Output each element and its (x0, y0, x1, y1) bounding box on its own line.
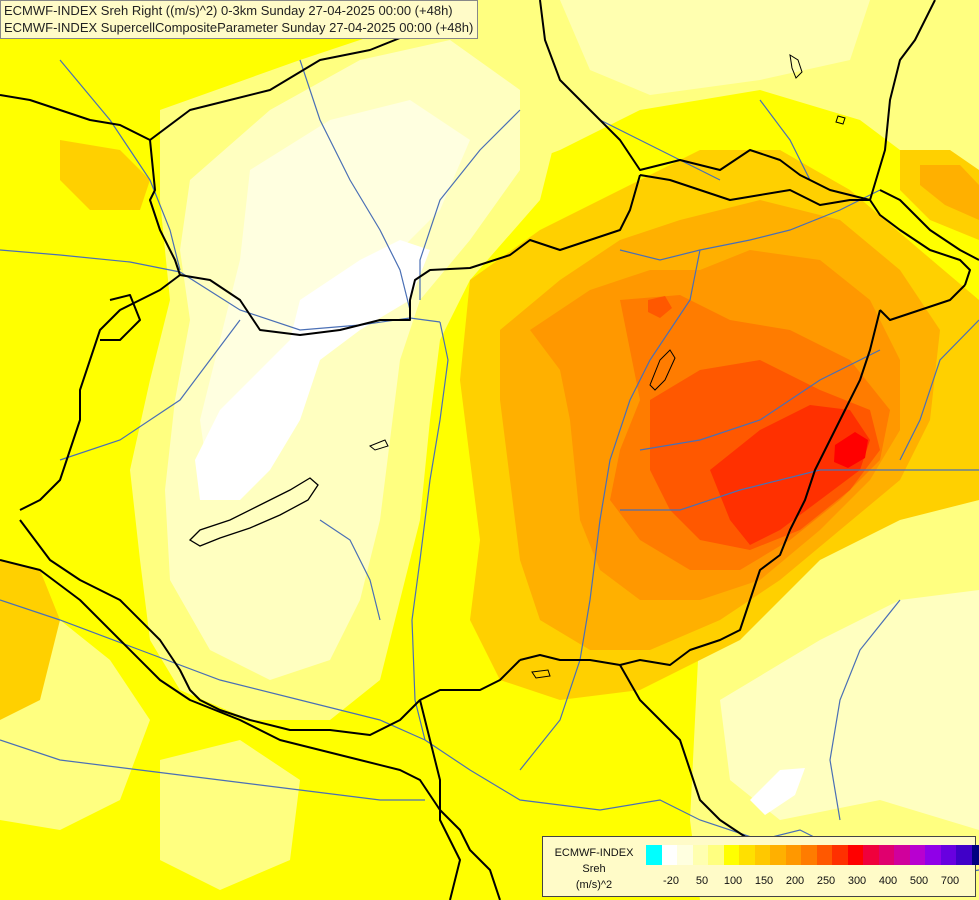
legend-tick-label: 100 (723, 875, 743, 887)
legend-swatch (723, 845, 739, 865)
legend-label-line-3: (m/s)^2 (575, 879, 613, 891)
legend-tick-label: 250 (816, 875, 836, 887)
legend-swatch (894, 845, 910, 865)
border-ukraine-north (869, 0, 936, 201)
lake-balaton (188, 477, 319, 547)
title-line-1: ECMWF-INDEX Sreh Right ((m/s)^2) 0-3km S… (4, 3, 453, 18)
legend-swatch (847, 845, 863, 865)
legend-swatch (708, 845, 724, 865)
legend-swatch (878, 845, 894, 865)
border-romania-ukraine-east (519, 309, 881, 666)
legend-swatch (925, 845, 941, 865)
border-hungary-romania (639, 174, 971, 286)
river-upper-tisza (619, 189, 881, 261)
legend-label-line-1: ECMWF-INDEX (554, 847, 634, 859)
legend-tick-label: 200 (785, 875, 805, 887)
legend-label-line-2: Sreh (582, 863, 606, 875)
lake-small-2 (649, 349, 676, 391)
border-west-small (100, 294, 141, 341)
legend-swatch (770, 845, 786, 865)
field-orange-ne (920, 165, 979, 220)
river-sio (319, 519, 381, 621)
legend-swatch (832, 845, 848, 865)
legend-swatch (956, 845, 972, 865)
river-olt (829, 599, 901, 821)
legend-swatch (692, 845, 708, 865)
legend-swatch (785, 845, 801, 865)
lake-small-5 (835, 115, 846, 125)
legend-swatch (661, 845, 677, 865)
legend-swatches (646, 845, 979, 865)
border-austria-hungary (19, 274, 181, 511)
map-title-box: ECMWF-INDEX Sreh Right ((m/s)^2) 0-3km S… (0, 0, 479, 39)
color-legend: ECMWF-INDEX Sreh (m/s)^2 -20 50 100 150 200 2… (542, 836, 979, 897)
lake-small-1 (369, 439, 389, 451)
river-siret (899, 319, 979, 461)
legend-swatch (754, 845, 770, 865)
legend-swatch (909, 845, 925, 865)
field-red-core (834, 432, 868, 468)
legend-label: ECMWF-INDEX Sreh (m/s)^2 (548, 845, 640, 893)
border-serbia-romania (619, 664, 781, 851)
legend-swatch (801, 845, 817, 865)
river-tisza (519, 249, 701, 771)
legend-swatch (646, 845, 662, 865)
border-hungary-serbia (19, 519, 521, 736)
field-amber-w (60, 140, 150, 210)
lake-small-4 (531, 669, 551, 679)
legend-tick-label: 700 (940, 875, 960, 887)
legend-ticks: -20 50 100 150 200 250 300 400 500 700 (646, 875, 971, 889)
legend-swatch (739, 845, 755, 865)
legend-swatch (816, 845, 832, 865)
legend-tick-label: 300 (847, 875, 867, 887)
field-red-spot-nw (648, 296, 672, 318)
border-moldova (879, 189, 979, 261)
legend-tick-label: 500 (909, 875, 929, 887)
border-croatia-bosnia (0, 559, 501, 900)
legend-tick-label: -20 (663, 875, 679, 887)
river-danube-bend (411, 321, 449, 741)
border-bosnia-serbia (419, 699, 461, 900)
river-mures (620, 469, 979, 511)
river-koros (639, 349, 881, 451)
river-ne-2 (759, 99, 811, 181)
river-sava (0, 739, 425, 801)
border-slovakia-hungary (179, 174, 641, 336)
river-drava (0, 599, 426, 741)
title-line-2: ECMWF-INDEX SupercellCompositeParameter … (4, 20, 474, 35)
legend-swatch (677, 845, 693, 865)
field-white-se (750, 768, 805, 815)
river-raba (59, 319, 241, 461)
legend-swatch (940, 845, 956, 865)
legend-tick-label: 400 (878, 875, 898, 887)
field-white-patch (195, 240, 430, 500)
field-light-s (160, 740, 300, 890)
field-pale-ne (560, 0, 870, 95)
river-hron (419, 109, 521, 300)
river-ne-1 (599, 119, 721, 181)
river-vah (299, 59, 411, 311)
legend-tick-label: 50 (695, 875, 709, 887)
river-morava (59, 59, 181, 271)
lake-small-3 (789, 53, 803, 79)
field-amber-sw (0, 560, 60, 720)
legend-swatch (971, 845, 979, 865)
border-poland-ukraine (539, 0, 871, 201)
border-east-edge (879, 284, 966, 321)
legend-tick-label: 150 (754, 875, 774, 887)
legend-swatch (863, 845, 879, 865)
